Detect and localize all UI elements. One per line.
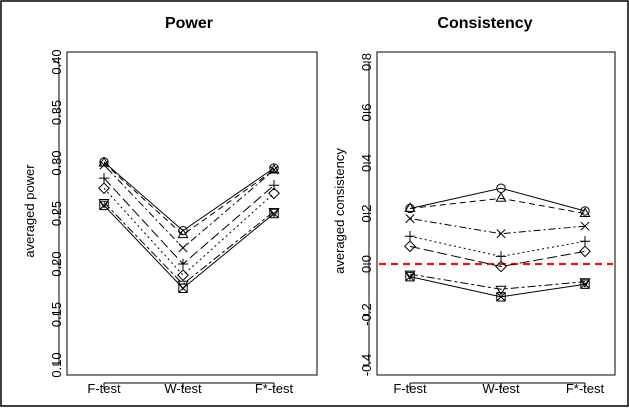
series-line	[104, 178, 274, 264]
power-title: Power	[165, 15, 213, 32]
y-tick-label: 0.25	[49, 201, 64, 226]
y-tick-label: 0.15	[49, 302, 64, 327]
plot-box	[67, 52, 317, 375]
series-line	[104, 163, 274, 235]
y-tick-label: -0.4	[359, 354, 374, 376]
series-line	[104, 205, 274, 288]
consistency-ylabel: averaged consistency	[332, 148, 347, 274]
series-line	[410, 236, 585, 256]
series-point-triangle	[496, 193, 505, 201]
x-tick-label: W-test	[164, 381, 202, 396]
plot-box	[377, 52, 615, 375]
series-point-x	[179, 244, 187, 252]
series-point-diamond	[580, 246, 590, 256]
series-point-diamond	[178, 270, 188, 280]
y-tick-label: 0.6	[359, 103, 374, 121]
y-tick-label: 0.40	[49, 49, 64, 74]
x-tick-label: F-test	[87, 381, 121, 396]
power-panel: Power averaged power 0.10 0.15 0.20 0.25 0.3…	[22, 15, 317, 396]
y-tick-label: 0.35	[49, 100, 64, 125]
series-line	[104, 165, 274, 248]
y-tick-label: -0.2	[359, 303, 374, 325]
series-point-plus	[580, 236, 590, 246]
y-tick-label: 0.0	[359, 255, 374, 273]
x-tick-label: F-test	[393, 381, 427, 396]
series-line	[104, 162, 274, 231]
y-tick-label: 0.10	[49, 352, 64, 377]
series-point-x	[406, 214, 414, 222]
y-tick-label: 0.4	[359, 154, 374, 172]
y-tick-label: 0.20	[49, 251, 64, 276]
series-point-plus	[496, 251, 506, 261]
series-point-square-x	[179, 284, 187, 292]
series-line	[410, 219, 585, 234]
series-line	[410, 274, 585, 289]
series-point-plus	[405, 231, 415, 241]
x-tick-label: F*-test	[566, 381, 605, 396]
y-tick-label: 0.8	[359, 53, 374, 71]
power-ylabel: averaged power	[22, 164, 37, 258]
x-tick-label: F*-test	[255, 381, 294, 396]
x-tick-label: W-test	[482, 381, 520, 396]
consistency-title: Consistency	[437, 15, 532, 32]
y-tick-label: 0.30	[49, 150, 64, 175]
series-line	[410, 198, 585, 213]
y-tick-label: 0.2	[359, 204, 374, 222]
consistency-panel: Consistency averaged consistency -0.4 -0.…	[332, 15, 615, 396]
figure-border	[1, 1, 628, 406]
